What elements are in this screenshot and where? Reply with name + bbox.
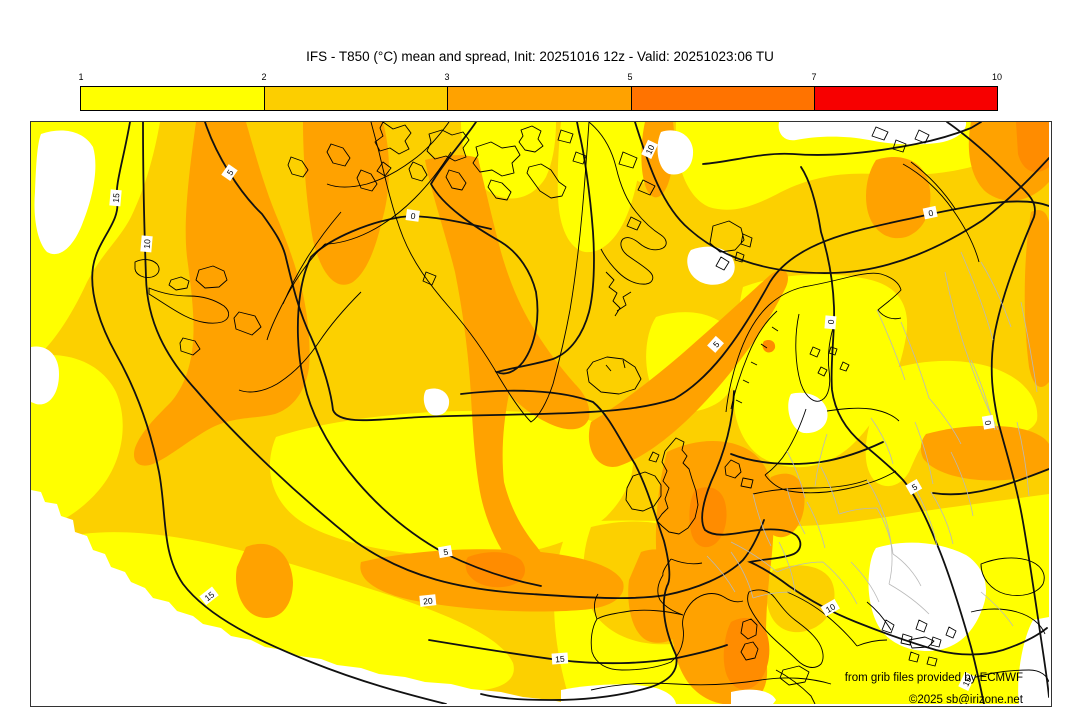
svg-text:0: 0 [983, 420, 994, 427]
svg-text:©2025 sb@irizone.net: ©2025 sb@irizone.net [909, 694, 1024, 704]
svg-text:5: 5 [443, 547, 450, 558]
svg-text:20: 20 [423, 596, 434, 607]
svg-text:10: 10 [644, 143, 657, 156]
svg-text:from grib files provided by EC: from grib files provided by ECMWF [845, 672, 1023, 684]
svg-text:15: 15 [961, 675, 974, 688]
svg-text:5: 5 [225, 167, 236, 177]
svg-text:0: 0 [410, 211, 416, 222]
svg-text:10: 10 [824, 601, 837, 615]
svg-text:5: 5 [910, 481, 919, 492]
svg-text:15: 15 [111, 193, 122, 204]
svg-text:15: 15 [555, 654, 565, 665]
svg-text:0: 0 [927, 208, 934, 219]
svg-text:5: 5 [711, 339, 722, 349]
svg-text:0: 0 [826, 319, 836, 325]
svg-text:10: 10 [142, 239, 153, 250]
